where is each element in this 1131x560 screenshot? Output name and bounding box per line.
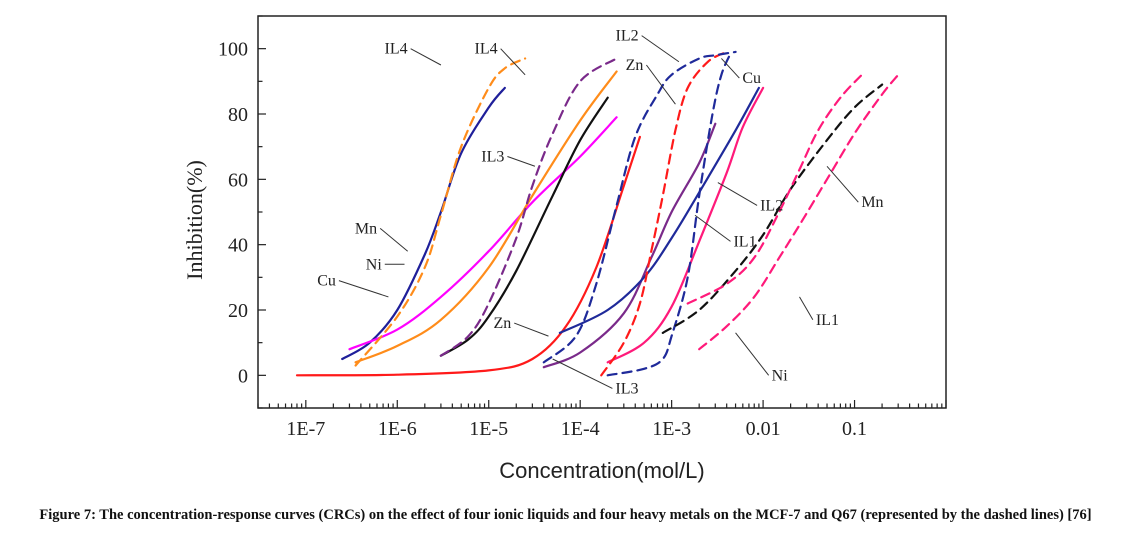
series-line-il1-dashed xyxy=(698,73,900,351)
y-axis-ticks: 0 20 40 60 80 100 xyxy=(218,15,266,409)
chart: 1E-7 1E-6 1E-5 1E-4 1E-3 0.01 0.1 0 20 40 60 80 100… xyxy=(182,15,947,483)
series-line-il4-solid xyxy=(354,70,618,364)
annotation-label-il2: IL2 xyxy=(760,197,783,214)
series-line-il1-solid xyxy=(606,86,765,364)
series-line-ni-dashed xyxy=(661,83,884,334)
series-line-il2-dashed xyxy=(542,50,737,364)
series-line-cu-dashed xyxy=(606,50,733,377)
annotation-leader-line xyxy=(410,48,442,66)
annotation-leader-line xyxy=(721,58,740,79)
annotation-label-il3: IL3 xyxy=(481,148,504,165)
series-line-zn-solid xyxy=(295,135,641,377)
annotation-leader-line xyxy=(646,64,676,105)
figure-caption: Figure 7: The concentration-response cur… xyxy=(39,507,1092,523)
annotation-label-cu: Cu xyxy=(317,273,336,290)
annotation-leader-line xyxy=(338,280,389,298)
x-tick-label: 1E-7 xyxy=(286,418,325,440)
y-tick-label: 60 xyxy=(228,169,248,191)
annotation-leader-line xyxy=(379,227,409,252)
annotation-leader-line xyxy=(507,155,536,167)
annotation-leader-line xyxy=(641,35,680,63)
annotation-leader-line xyxy=(826,165,859,203)
y-tick-label: 20 xyxy=(228,300,248,322)
annotation-leader-line xyxy=(500,48,526,76)
annotation-leader-line xyxy=(717,182,758,206)
annotation-label-il4: IL4 xyxy=(385,41,408,58)
annotation-leader-line xyxy=(694,214,731,242)
annotation-layer: Cu Mn Ni IL4 IL4 IL3 Zn IL2 Zn Cu IL2 IL1 Mn IL1 Ni IL3 xyxy=(317,28,883,398)
annotation-label-il1: IL1 xyxy=(816,312,839,329)
x-tick-label: 1E-5 xyxy=(469,418,508,440)
annotation-label-il3: IL3 xyxy=(615,380,638,397)
series-line-zn-dashed xyxy=(600,50,728,377)
annotation-leader-line xyxy=(735,332,770,376)
series-line-il3-dashed xyxy=(439,57,618,357)
x-tick-label: 1E-3 xyxy=(652,418,691,440)
y-tick-label: 40 xyxy=(228,235,248,257)
x-axis-title: Concentration(mol/L) xyxy=(499,458,704,483)
series-line-il4-dashed xyxy=(354,57,527,367)
series-line-mn-solid xyxy=(348,116,618,351)
annotation-label-mn: Mn xyxy=(861,194,883,211)
series-line-mn-dashed xyxy=(686,73,863,305)
series-line-il2-solid xyxy=(558,86,760,334)
x-tick-label: 1E-4 xyxy=(561,418,600,440)
annotation-label-zn: Zn xyxy=(493,315,511,332)
series-layer xyxy=(295,50,900,377)
annotation-label-ni: Ni xyxy=(772,367,789,384)
annotation-label-zn: Zn xyxy=(626,57,644,74)
y-tick-label: 100 xyxy=(218,39,248,61)
annotation-label-mn: Mn xyxy=(355,220,377,237)
annotation-label-il2: IL2 xyxy=(616,28,639,45)
x-axis-ticks: 1E-7 1E-6 1E-5 1E-4 1E-3 0.01 0.1 xyxy=(257,400,947,440)
y-axis-title: Inhibition(%) xyxy=(182,160,207,280)
x-tick-label: 0.1 xyxy=(842,418,867,440)
y-tick-label: 80 xyxy=(228,104,248,126)
annotation-label-il4: IL4 xyxy=(475,41,498,58)
annotation-label-ni: Ni xyxy=(366,256,383,273)
annotation-leader-line xyxy=(552,358,613,389)
x-tick-label: 1E-6 xyxy=(378,418,417,440)
annotation-leader-line xyxy=(514,322,549,337)
series-line-il3-solid xyxy=(542,122,717,369)
y-tick-label: 0 xyxy=(238,365,248,387)
annotation-label-cu: Cu xyxy=(742,70,761,87)
x-tick-label: 0.01 xyxy=(746,418,781,440)
annotation-label-il1: IL1 xyxy=(733,233,756,250)
annotation-leader-line xyxy=(799,296,814,321)
series-line-ni-solid xyxy=(439,96,609,357)
